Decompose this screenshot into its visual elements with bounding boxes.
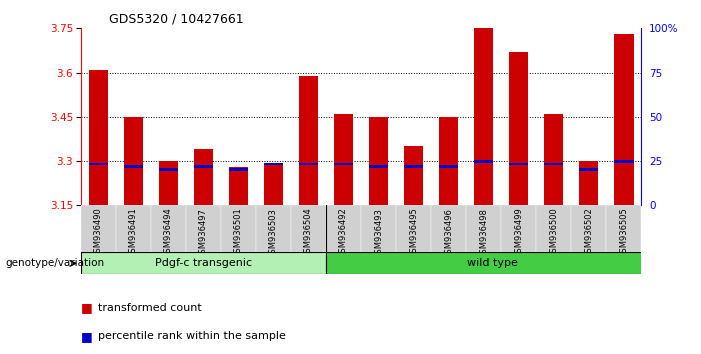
Bar [264,162,283,165]
Text: GSM936500: GSM936500 [550,208,558,258]
Bar [221,205,256,253]
Text: GSM936492: GSM936492 [339,208,348,258]
Bar [509,162,529,165]
Bar [123,117,143,205]
Bar [466,205,501,253]
Bar [229,167,248,205]
Bar [291,205,326,253]
Bar [334,162,353,165]
Text: GSM936501: GSM936501 [234,208,243,258]
Text: GSM936502: GSM936502 [585,208,593,258]
Text: Pdgf-c transgenic: Pdgf-c transgenic [155,258,252,268]
Text: GSM936499: GSM936499 [515,208,523,258]
Bar [88,162,108,165]
Bar [158,169,178,171]
Bar [369,117,388,205]
Bar [193,166,213,169]
Text: wild type: wild type [467,258,518,268]
Bar [299,75,318,205]
Bar [81,205,116,253]
Bar [431,205,466,253]
Text: GSM936494: GSM936494 [164,208,172,258]
Text: GSM936496: GSM936496 [444,208,453,258]
Text: GSM936503: GSM936503 [269,208,278,258]
Bar [123,166,143,169]
Text: GSM936498: GSM936498 [479,208,488,258]
Bar [439,117,458,205]
Bar [544,162,564,165]
Bar [404,146,423,205]
Bar [158,161,178,205]
Bar [571,205,606,253]
Bar [369,166,388,169]
Text: GSM936505: GSM936505 [620,208,628,258]
Bar [396,205,431,253]
Text: GSM936491: GSM936491 [129,208,137,258]
Bar [474,28,494,205]
Text: ■: ■ [81,302,93,314]
Bar [579,161,599,205]
Text: GSM936495: GSM936495 [409,208,418,258]
Bar [186,205,221,253]
Bar [606,205,641,253]
Bar [81,252,326,274]
Text: ■: ■ [81,330,93,343]
Bar [88,70,108,205]
Text: GDS5320 / 10427661: GDS5320 / 10427661 [109,13,243,26]
Bar [229,169,248,171]
Bar [264,164,283,205]
Bar [361,205,396,253]
Text: genotype/variation: genotype/variation [6,258,104,268]
Bar [614,34,634,205]
Bar [404,166,423,169]
Text: GSM936490: GSM936490 [94,208,102,258]
Text: percentile rank within the sample: percentile rank within the sample [98,331,286,341]
Bar [579,169,599,171]
Bar [256,205,291,253]
Bar [193,149,213,205]
Bar [299,162,318,165]
Text: GSM936497: GSM936497 [199,208,207,258]
Bar [151,205,186,253]
Bar [326,205,361,253]
Bar [116,205,151,253]
Bar [544,114,564,205]
Text: GSM936504: GSM936504 [304,208,313,258]
Bar [474,160,494,162]
Bar [439,166,458,169]
Text: transformed count: transformed count [98,303,202,313]
Bar [326,252,659,274]
Bar [509,52,529,205]
Text: GSM936493: GSM936493 [374,208,383,258]
Bar [536,205,571,253]
Bar [501,205,536,253]
Bar [334,114,353,205]
Bar [614,160,634,162]
